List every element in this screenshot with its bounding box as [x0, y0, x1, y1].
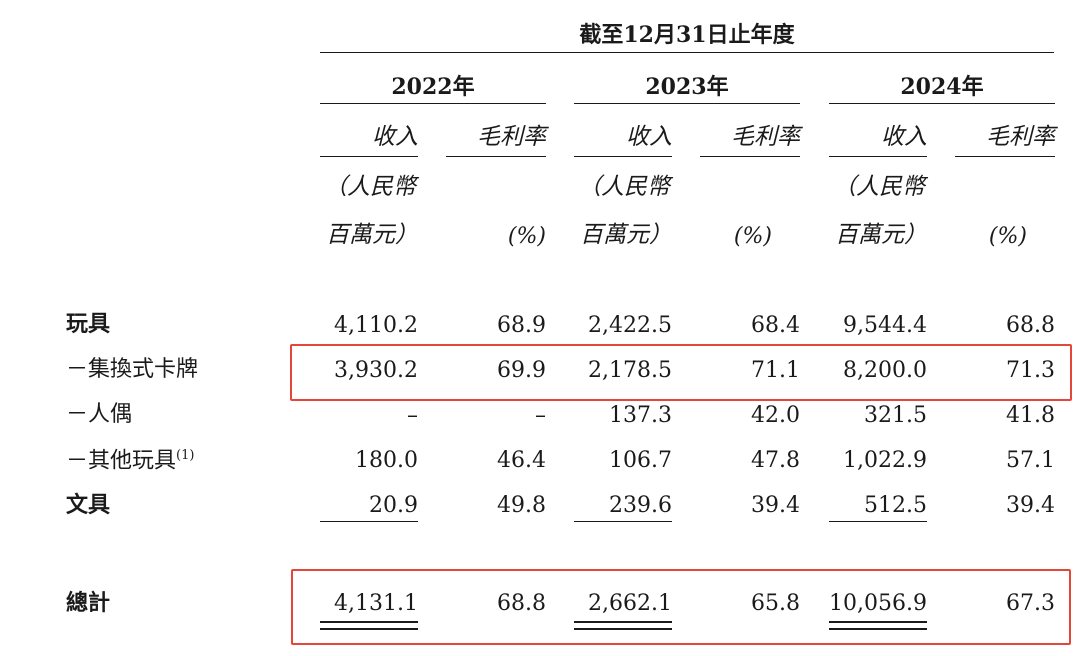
unit-revenue-2024-l1: （人民幣	[833, 174, 925, 200]
cell: 9,544.4	[843, 313, 927, 338]
cell: 47.8	[751, 448, 800, 473]
cell: 69.9	[497, 358, 546, 383]
unit-margin-2023: (%)	[733, 224, 772, 249]
year-rule-2023	[574, 103, 800, 104]
cell: 42.0	[751, 403, 800, 428]
total-double-rule	[320, 628, 418, 630]
col-revenue-2022: 收入	[372, 124, 418, 150]
total-cell: 4,131.1	[334, 591, 418, 616]
total-cell: 10,056.9	[829, 591, 927, 616]
total-double-rule	[320, 621, 418, 623]
total-double-rule	[574, 621, 672, 623]
sub-rule	[955, 156, 1055, 157]
cell: 20.9	[369, 493, 418, 518]
year-header-2022: 2022年	[391, 74, 475, 100]
sub-rule	[829, 156, 927, 157]
row-label-other-toys: －其他玩具(1)	[66, 448, 195, 474]
cell: 1,022.9	[843, 448, 927, 473]
unit-revenue-2022-l1: （人民幣	[324, 174, 416, 200]
period-header: 截至12月31日止年度	[579, 22, 795, 48]
footnote-marker: (1)	[176, 448, 195, 463]
unit-revenue-2023-l1: （人民幣	[578, 174, 670, 200]
cell: 180.0	[355, 448, 418, 473]
col-revenue-2024: 收入	[881, 124, 927, 150]
unit-revenue-2023-l2: 百萬元）	[580, 222, 672, 248]
unit-margin-2024: (%)	[988, 224, 1027, 249]
cell: 41.8	[1006, 403, 1055, 428]
sub-rule	[700, 156, 800, 157]
cell: 512.5	[864, 493, 927, 518]
subtotal-rule	[829, 521, 927, 522]
total-cell: 68.8	[497, 591, 546, 616]
row-label-total: 總計	[66, 590, 111, 616]
highlight-box-trading-cards	[290, 344, 1072, 401]
row-label-trading-cards: －集換式卡牌	[66, 357, 199, 382]
cell: 4,110.2	[334, 313, 418, 338]
unit-margin-2022: (%)	[507, 224, 546, 249]
subtotal-rule	[574, 521, 672, 522]
sub-rule	[574, 156, 672, 157]
total-double-rule	[574, 628, 672, 630]
cell: 39.4	[1006, 493, 1055, 518]
cell: 321.5	[864, 403, 927, 428]
cell: 137.3	[609, 403, 672, 428]
cell: 2,422.5	[588, 313, 672, 338]
header-rule	[320, 52, 1054, 53]
col-margin-2022: 毛利率	[477, 124, 546, 150]
total-cell: 65.8	[751, 591, 800, 616]
cell: 2,178.5	[588, 358, 672, 383]
cell: –	[535, 403, 546, 428]
row-label-figures: －人偶	[66, 402, 133, 427]
year-header-2024: 2024年	[900, 74, 984, 100]
total-double-rule	[829, 621, 927, 623]
cell: 57.1	[1006, 448, 1055, 473]
cell: 68.4	[751, 313, 800, 338]
sub-rule	[320, 156, 418, 157]
total-double-rule	[829, 628, 927, 630]
cell: –	[407, 403, 418, 428]
cell: 49.8	[497, 493, 546, 518]
cell: 68.9	[497, 313, 546, 338]
subtotal-rule	[320, 521, 418, 522]
cell: 71.1	[751, 358, 800, 383]
row-label-stationery: 文具	[66, 492, 111, 518]
year-header-2023: 2023年	[645, 74, 729, 100]
unit-revenue-2024-l2: 百萬元）	[835, 222, 927, 248]
year-rule-2024	[829, 103, 1055, 104]
cell: 8,200.0	[843, 358, 927, 383]
cell: 71.3	[1006, 358, 1055, 383]
highlight-box-total	[291, 569, 1071, 645]
cell: 39.4	[751, 493, 800, 518]
cell: 68.8	[1006, 313, 1055, 338]
total-cell: 2,662.1	[588, 591, 672, 616]
total-cell: 67.3	[1006, 591, 1055, 616]
sub-rule	[446, 156, 546, 157]
cell: 3,930.2	[334, 358, 418, 383]
year-rule-2022	[320, 103, 546, 104]
cell: 106.7	[609, 448, 672, 473]
col-margin-2024: 毛利率	[986, 124, 1055, 150]
col-margin-2023: 毛利率	[731, 124, 800, 150]
unit-revenue-2022-l2: 百萬元）	[326, 222, 418, 248]
col-revenue-2023: 收入	[626, 124, 672, 150]
cell: 239.6	[609, 493, 672, 518]
cell: 46.4	[497, 448, 546, 473]
row-label-toys: 玩具	[66, 311, 111, 337]
